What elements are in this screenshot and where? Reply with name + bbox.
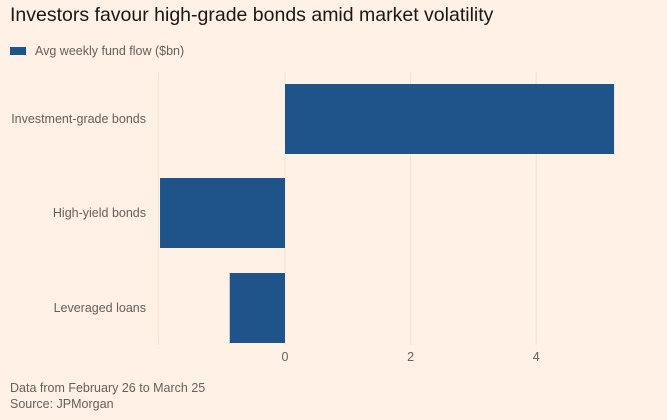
x-tick-label: 2 xyxy=(407,350,414,364)
footer: Data from February 26 to March 25 Source… xyxy=(10,380,205,412)
category-label: Leveraged loans xyxy=(54,301,146,315)
chart-title: Investors favour high-grade bonds amid m… xyxy=(10,4,494,26)
bar xyxy=(160,178,285,248)
source-note: Source: JPMorgan xyxy=(10,397,114,411)
legend: Avg weekly fund flow ($bn) xyxy=(10,44,184,58)
category-label: High-yield bonds xyxy=(53,206,146,220)
x-tick-label: 4 xyxy=(533,350,540,364)
category-label: Investment-grade bonds xyxy=(11,112,146,126)
legend-swatch xyxy=(10,47,26,55)
legend-label: Avg weekly fund flow ($bn) xyxy=(35,44,185,58)
x-tick-label: 0 xyxy=(282,350,289,364)
bar xyxy=(229,273,285,343)
data-note: Data from February 26 to March 25 xyxy=(10,381,206,395)
bar xyxy=(285,84,615,154)
